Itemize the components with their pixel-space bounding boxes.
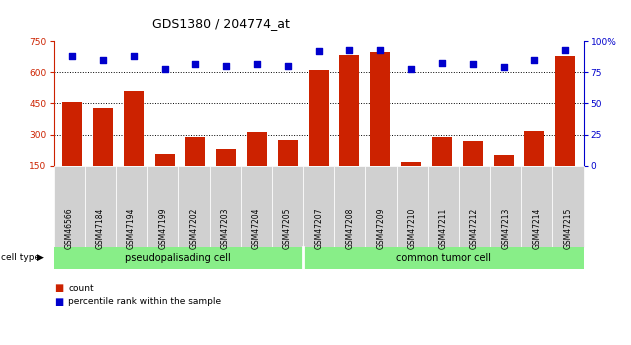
Text: ▶: ▶: [37, 253, 44, 263]
Text: GSM47194: GSM47194: [127, 208, 136, 249]
Text: GSM47213: GSM47213: [501, 208, 510, 249]
Text: common tumor cell: common tumor cell: [396, 253, 491, 263]
Point: [191, 61, 201, 67]
Bar: [493, 155, 514, 197]
Point: [221, 63, 231, 69]
Text: GDS1380 / 204774_at: GDS1380 / 204774_at: [152, 17, 290, 30]
Point: [98, 57, 108, 63]
Point: [375, 47, 386, 53]
Bar: [62, 102, 82, 197]
Bar: [247, 132, 267, 197]
Text: GSM47209: GSM47209: [377, 208, 386, 249]
Bar: [93, 108, 113, 197]
Bar: [432, 137, 452, 197]
Text: GSM46566: GSM46566: [65, 208, 74, 249]
Text: GSM47204: GSM47204: [252, 208, 261, 249]
Bar: [186, 137, 206, 197]
Point: [67, 53, 77, 59]
Point: [437, 60, 447, 65]
Bar: [463, 141, 483, 197]
Text: GSM47203: GSM47203: [221, 208, 230, 249]
Text: pseudopalisading cell: pseudopalisading cell: [126, 253, 231, 263]
Text: ■: ■: [54, 297, 63, 307]
Bar: [216, 149, 236, 197]
Text: GSM47214: GSM47214: [533, 208, 541, 249]
Point: [406, 66, 416, 71]
Bar: [524, 131, 545, 197]
Bar: [155, 154, 175, 197]
Text: GSM47207: GSM47207: [314, 208, 323, 249]
Text: GSM47212: GSM47212: [470, 208, 479, 249]
Bar: [401, 162, 421, 197]
Point: [283, 63, 293, 69]
Text: GSM47184: GSM47184: [96, 208, 105, 249]
Point: [498, 65, 509, 70]
Text: cell type: cell type: [1, 253, 40, 263]
Bar: [309, 70, 329, 197]
Text: count: count: [68, 284, 94, 293]
Text: ■: ■: [54, 283, 63, 293]
Bar: [339, 55, 360, 197]
Point: [529, 57, 540, 63]
Text: GSM47208: GSM47208: [345, 208, 355, 249]
Point: [314, 49, 324, 54]
Text: GSM47205: GSM47205: [283, 208, 292, 249]
Text: GSM47199: GSM47199: [158, 208, 167, 249]
Text: GSM47215: GSM47215: [563, 208, 572, 249]
Text: GSM47210: GSM47210: [408, 208, 416, 249]
Text: GSM47211: GSM47211: [439, 208, 448, 249]
Bar: [124, 91, 144, 197]
Point: [252, 61, 262, 67]
Text: GSM47202: GSM47202: [189, 208, 198, 249]
Point: [160, 66, 170, 71]
Bar: [370, 52, 391, 197]
Point: [468, 61, 478, 67]
Text: percentile rank within the sample: percentile rank within the sample: [68, 297, 221, 306]
Point: [560, 47, 570, 53]
Bar: [278, 140, 298, 197]
Point: [129, 53, 139, 59]
Bar: [555, 56, 575, 197]
Point: [345, 47, 355, 53]
